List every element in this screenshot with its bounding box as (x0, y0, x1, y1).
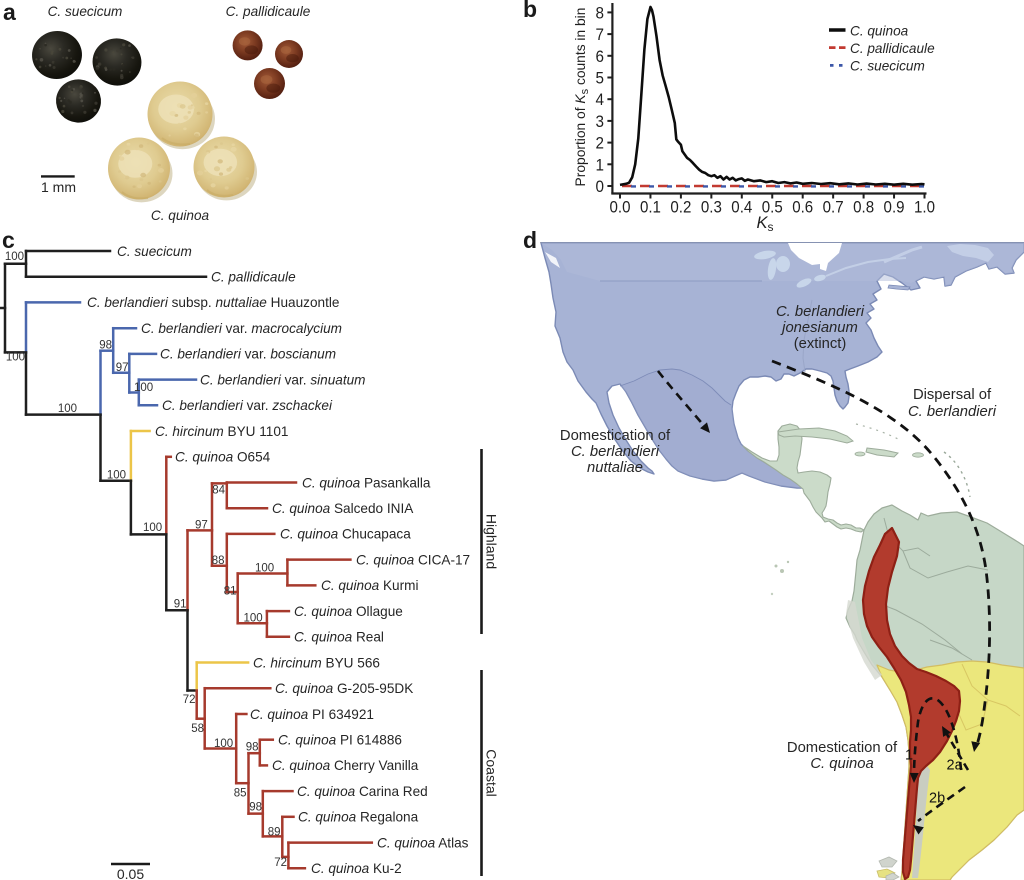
svg-text:100: 100 (5, 251, 24, 263)
svg-text:C. quinoa Ollague: C. quinoa Ollague (294, 604, 403, 619)
svg-text:C. suecicum: C. suecicum (48, 4, 123, 19)
svg-text:C. quinoa Regalona: C. quinoa Regalona (298, 810, 419, 825)
svg-text:C. quinoa PI 614886: C. quinoa PI 614886 (278, 733, 402, 748)
svg-text:(extinct): (extinct) (794, 336, 847, 352)
svg-text:72: 72 (274, 857, 287, 869)
svg-text:C. quinoa Ku-2: C. quinoa Ku-2 (311, 861, 402, 876)
svg-text:0.6: 0.6 (792, 198, 813, 217)
svg-text:100: 100 (58, 403, 77, 415)
svg-text:C. pallidicaule: C. pallidicaule (226, 4, 311, 19)
svg-text:b: b (523, 0, 537, 22)
svg-text:C. quinoa O654: C. quinoa O654 (175, 450, 271, 465)
svg-text:8: 8 (596, 3, 605, 22)
svg-text:C. berlandieri var. sinuatum: C. berlandieri var. sinuatum (200, 372, 366, 387)
svg-text:88: 88 (212, 555, 225, 567)
svg-text:100: 100 (143, 522, 162, 534)
svg-text:0.0: 0.0 (610, 198, 631, 217)
svg-text:5: 5 (596, 69, 605, 88)
svg-text:C. quinoa Pasankalla: C. quinoa Pasankalla (302, 475, 431, 490)
svg-text:Dispersal of: Dispersal of (913, 387, 992, 403)
svg-text:C. quinoa: C. quinoa (151, 208, 210, 223)
svg-text:c: c (2, 227, 15, 253)
svg-text:C. pallidicaule: C. pallidicaule (211, 270, 296, 285)
svg-text:a: a (3, 0, 16, 25)
svg-text:97: 97 (195, 520, 208, 532)
svg-text:C. quinoa Real: C. quinoa Real (294, 630, 384, 645)
svg-text:6: 6 (596, 47, 605, 66)
svg-text:C. berlandieri: C. berlandieri (571, 444, 660, 460)
svg-text:3: 3 (596, 112, 605, 131)
svg-text:Ks: Ks (756, 214, 773, 234)
svg-text:2b: 2b (929, 791, 945, 807)
svg-text:Coastal: Coastal (484, 749, 500, 796)
svg-text:nuttaliae: nuttaliae (587, 460, 643, 476)
svg-text:C. pallidicaule: C. pallidicaule (850, 41, 935, 56)
svg-text:C. quinoa: C. quinoa (810, 756, 873, 772)
svg-text:Highland: Highland (484, 514, 500, 569)
svg-text:Domestication of: Domestication of (560, 428, 671, 444)
svg-text:100: 100 (134, 382, 153, 394)
svg-text:C. quinoa PI 634921: C. quinoa PI 634921 (250, 707, 374, 722)
svg-text:1: 1 (905, 748, 913, 764)
svg-text:0.05: 0.05 (117, 866, 144, 880)
svg-text:81: 81 (224, 586, 237, 598)
svg-text:0.3: 0.3 (701, 198, 722, 217)
svg-text:C. suecicum: C. suecicum (117, 244, 192, 259)
svg-text:C. berlandieri var. macrocalyc: C. berlandieri var. macrocalycium (141, 321, 342, 336)
svg-text:C. berlandieri subsp. nuttalia: C. berlandieri subsp. nuttaliae Huauzont… (87, 295, 339, 310)
svg-text:89: 89 (268, 827, 281, 839)
svg-text:C. hircinum BYU 1101: C. hircinum BYU 1101 (155, 424, 289, 439)
svg-text:C. hircinum BYU 566: C. hircinum BYU 566 (253, 655, 380, 670)
svg-text:d: d (523, 227, 537, 253)
svg-text:Domestication of: Domestication of (787, 740, 898, 756)
svg-text:100: 100 (6, 352, 25, 364)
svg-text:C. berlandieri: C. berlandieri (908, 404, 997, 420)
svg-text:0: 0 (596, 177, 605, 196)
svg-text:100: 100 (214, 738, 233, 750)
svg-text:1.0: 1.0 (914, 198, 935, 217)
svg-text:98: 98 (246, 742, 259, 754)
svg-text:1: 1 (596, 155, 605, 174)
svg-text:C. berlandieri var. boscianum: C. berlandieri var. boscianum (160, 347, 336, 362)
svg-text:0.2: 0.2 (670, 198, 691, 217)
svg-text:84: 84 (212, 485, 225, 497)
svg-text:0.1: 0.1 (640, 198, 661, 217)
svg-text:C. quinoa Kurmi: C. quinoa Kurmi (321, 578, 418, 593)
svg-text:0.5: 0.5 (762, 198, 783, 217)
svg-text:98: 98 (249, 802, 262, 814)
svg-text:4: 4 (596, 90, 605, 109)
svg-text:0.8: 0.8 (853, 198, 874, 217)
svg-text:C. suecicum: C. suecicum (850, 59, 925, 74)
svg-text:100: 100 (107, 470, 126, 482)
svg-text:1 mm: 1 mm (41, 179, 76, 195)
svg-text:0.7: 0.7 (823, 198, 844, 217)
svg-text:2: 2 (596, 134, 605, 153)
svg-text:C. quinoa G-205-95DK: C. quinoa G-205-95DK (275, 681, 413, 696)
svg-text:C. quinoa Carina Red: C. quinoa Carina Red (297, 784, 428, 799)
svg-text:91: 91 (174, 599, 187, 611)
svg-text:85: 85 (234, 788, 247, 800)
svg-text:100: 100 (244, 613, 263, 625)
svg-text:C. berlandieri: C. berlandieri (776, 304, 865, 320)
svg-text:C. berlandieri var. zschackei: C. berlandieri var. zschackei (162, 398, 333, 413)
svg-text:72: 72 (183, 694, 196, 706)
svg-text:C. quinoa Cherry Vanilla: C. quinoa Cherry Vanilla (272, 758, 419, 773)
svg-text:C. quinoa: C. quinoa (850, 23, 909, 38)
svg-text:jonesianum: jonesianum (780, 320, 858, 336)
svg-text:98: 98 (99, 340, 112, 352)
svg-text:0.9: 0.9 (884, 198, 905, 217)
svg-text:58: 58 (191, 723, 204, 735)
svg-text:2a: 2a (947, 758, 964, 774)
svg-text:C. quinoa CICA-17: C. quinoa CICA-17 (356, 552, 470, 567)
svg-text:C. quinoa Atlas: C. quinoa Atlas (377, 835, 469, 850)
svg-text:C. quinoa Chucapaca: C. quinoa Chucapaca (280, 527, 411, 542)
svg-text:100: 100 (255, 563, 274, 575)
svg-text:C. quinoa Salcedo INIA: C. quinoa Salcedo INIA (272, 501, 414, 516)
svg-text:7: 7 (596, 25, 605, 44)
svg-text:Proportion of Ks counts in bin: Proportion of Ks counts in bin (573, 8, 591, 187)
svg-text:97: 97 (116, 362, 129, 374)
svg-text:0.4: 0.4 (731, 198, 752, 217)
